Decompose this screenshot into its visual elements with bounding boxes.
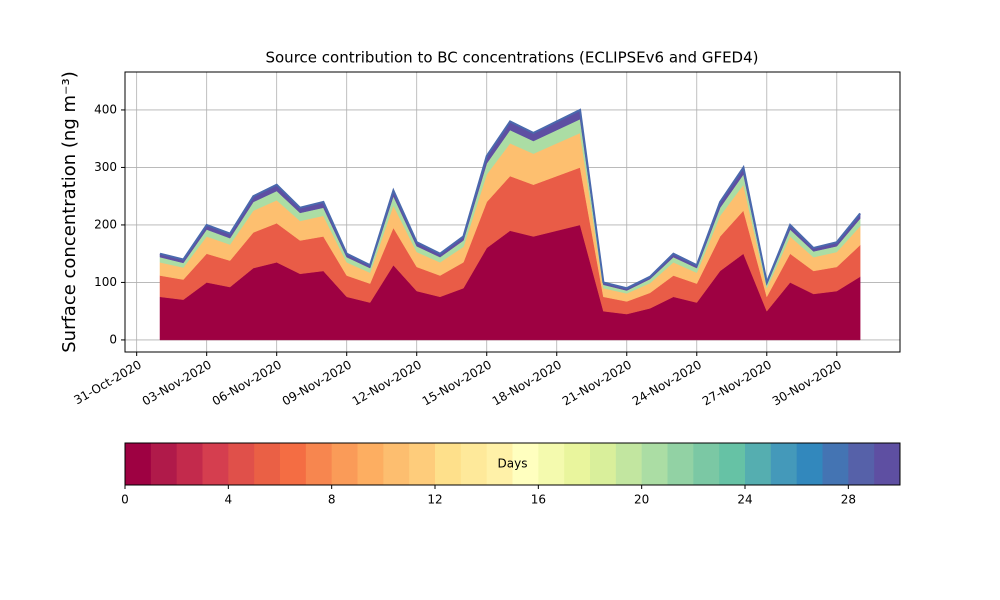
x-tick-label: 06-Nov-2020 bbox=[210, 358, 284, 409]
y-axis-label: Surface concentration (ng m⁻³) bbox=[59, 71, 80, 353]
colorbar-swatch bbox=[874, 443, 901, 485]
x-tick-label: 31-Oct-2020 bbox=[71, 358, 143, 408]
colorbar-swatch bbox=[719, 443, 746, 485]
total-line bbox=[159, 108, 861, 290]
x-tick-label: 12-Nov-2020 bbox=[350, 358, 424, 409]
colorbar-swatch bbox=[486, 443, 513, 485]
y-tick-label: 100 bbox=[94, 275, 117, 289]
colorbar-swatch bbox=[538, 443, 565, 485]
colorbar-tick-label: 4 bbox=[225, 493, 233, 507]
colorbar-swatch bbox=[615, 443, 643, 485]
colorbar-swatch bbox=[202, 443, 229, 485]
colorbar-tick-label: 12 bbox=[427, 493, 442, 507]
x-tick-label: 18-Nov-2020 bbox=[490, 358, 564, 409]
colorbar-frame bbox=[124, 442, 901, 486]
colorbar-tick-label: 20 bbox=[634, 493, 649, 507]
colorbar-swatch bbox=[460, 443, 488, 485]
colorbar-swatch bbox=[848, 443, 875, 485]
colorbar-swatch bbox=[667, 443, 694, 485]
x-tick-label: 24-Nov-2020 bbox=[630, 358, 704, 409]
x-tick-label: 09-Nov-2020 bbox=[280, 358, 354, 409]
colorbar-swatch bbox=[254, 443, 281, 485]
colorbar-swatch bbox=[357, 443, 384, 485]
colorbar-swatch bbox=[641, 443, 668, 485]
colorbar-tick-label: 24 bbox=[737, 493, 752, 507]
colorbar-swatch bbox=[745, 443, 772, 485]
colorbar-swatch bbox=[125, 443, 152, 485]
chart-title: Source contribution to BC concentrations… bbox=[265, 49, 758, 67]
y-tick-label: 400 bbox=[94, 102, 117, 116]
y-tick-label: 200 bbox=[94, 217, 117, 231]
colorbar-swatch bbox=[770, 443, 798, 485]
x-tick-label: 21-Nov-2020 bbox=[560, 358, 634, 409]
colorbar-label: Days bbox=[498, 457, 528, 471]
plot-frame bbox=[124, 71, 901, 353]
colorbar-swatch bbox=[383, 443, 410, 485]
colorbar-swatch bbox=[409, 443, 436, 485]
colorbar-swatch bbox=[822, 443, 849, 485]
colorbar-swatch bbox=[796, 443, 823, 485]
colorbar-tick-label: 0 bbox=[121, 493, 129, 507]
x-tick-label: 30-Nov-2020 bbox=[770, 358, 844, 409]
colorbar-tick-label: 28 bbox=[841, 493, 856, 507]
colorbar-swatch bbox=[305, 443, 333, 485]
x-tick-label: 15-Nov-2020 bbox=[420, 358, 494, 409]
colorbar-swatch bbox=[150, 443, 178, 485]
colorbar-swatch bbox=[228, 443, 255, 485]
colorbar-tick-label: 16 bbox=[531, 493, 546, 507]
colorbar-swatch bbox=[590, 443, 617, 485]
colorbar-tick-label: 8 bbox=[328, 493, 336, 507]
colorbar-swatch bbox=[435, 443, 462, 485]
colorbar-swatch bbox=[280, 443, 307, 485]
x-tick-label: 03-Nov-2020 bbox=[140, 358, 214, 409]
x-tick-label: 27-Nov-2020 bbox=[700, 358, 774, 409]
colorbar-swatch bbox=[331, 443, 358, 485]
colorbar-swatch bbox=[693, 443, 720, 485]
colorbar-swatch bbox=[512, 443, 539, 485]
y-tick-label: 0 bbox=[109, 332, 117, 346]
colorbar-swatch bbox=[176, 443, 203, 485]
y-tick-label: 300 bbox=[94, 160, 117, 174]
colorbar-swatch bbox=[564, 443, 591, 485]
